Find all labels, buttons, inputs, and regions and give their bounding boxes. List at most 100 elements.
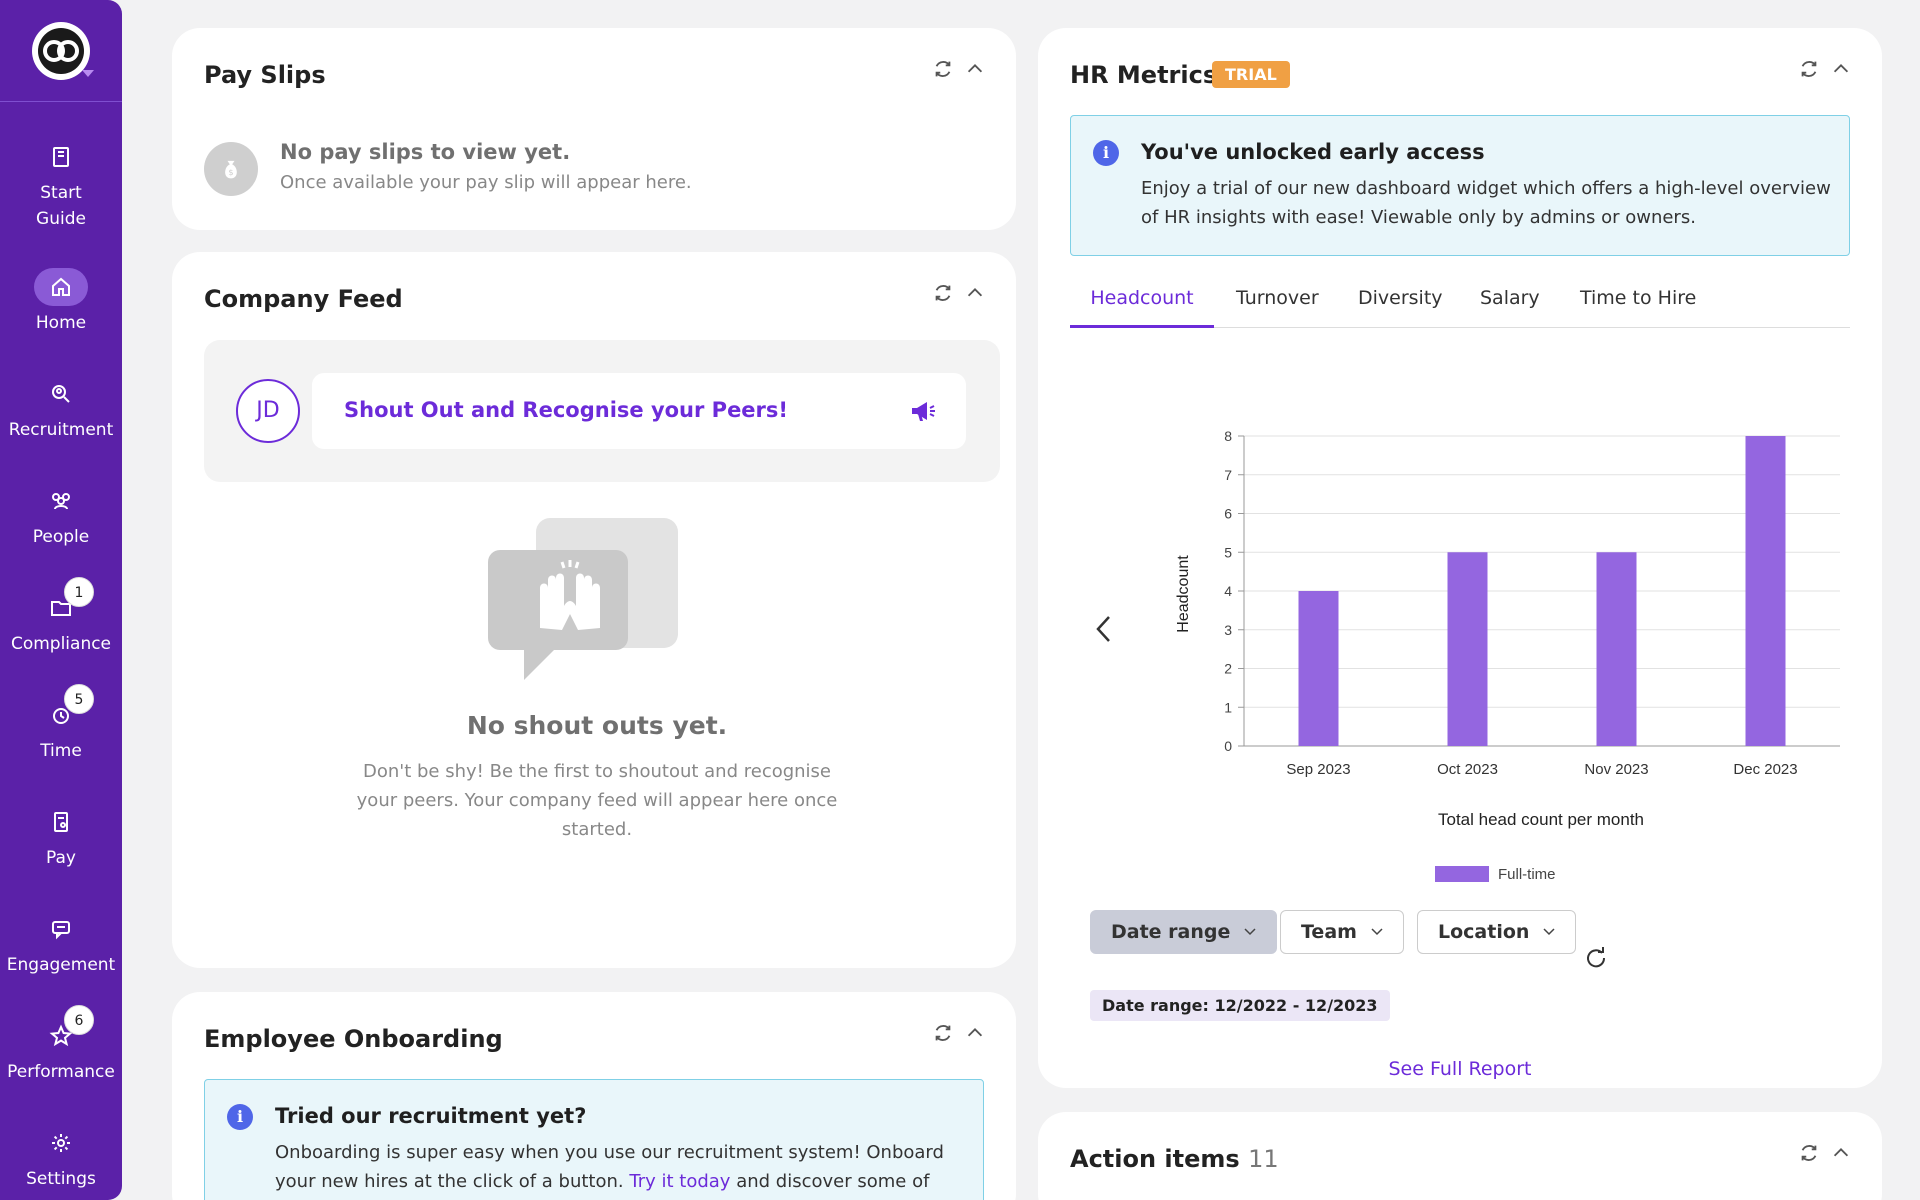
legend-swatch <box>1435 866 1489 882</box>
sidebar-item-label: Start <box>40 183 82 203</box>
empty-state-description: Don't be shy! Be the first to shoutout a… <box>356 761 838 840</box>
filter-label: Location <box>1438 921 1530 943</box>
empty-state-subtitle: Once available your pay slip will appear… <box>280 172 692 193</box>
tab-turnover[interactable]: Turnover <box>1236 287 1319 309</box>
x-axis-label: Total head count per month <box>1438 810 1644 829</box>
x-tick-label: Dec 2023 <box>1733 761 1797 778</box>
action-items-title: Action items <box>1070 1145 1240 1173</box>
chevron-down-icon <box>1244 928 1256 936</box>
chevron-left-icon[interactable] <box>1092 614 1116 644</box>
see-full-report-link[interactable]: See Full Report <box>1388 1058 1532 1080</box>
collapse-icon[interactable] <box>964 282 986 304</box>
filter-label: Date range <box>1111 921 1231 943</box>
refresh-icon[interactable] <box>932 282 954 304</box>
document-icon <box>34 803 88 841</box>
collapse-icon[interactable] <box>964 1022 986 1044</box>
y-tick-label: 5 <box>1224 544 1232 560</box>
empty-state-title: No shout outs yet. <box>466 711 728 740</box>
collapse-icon[interactable] <box>1830 58 1852 80</box>
sidebar-item-start-guide[interactable]: Start Guide <box>0 138 122 232</box>
action-items-count: 11 <box>1248 1145 1279 1173</box>
notification-badge: 5 <box>64 684 94 714</box>
recruitment-info-banner: i Tried our recruitment yet? Onboarding … <box>204 1079 984 1200</box>
card-title: Company Feed <box>204 285 403 313</box>
company-logo[interactable] <box>32 21 90 80</box>
chat-icon <box>34 910 88 948</box>
refresh-icon[interactable] <box>932 1022 954 1044</box>
info-icon: i <box>227 1104 253 1130</box>
refresh-icon[interactable] <box>1798 58 1820 80</box>
folder-icon: 1 <box>34 577 94 627</box>
refresh-icon[interactable] <box>1798 1142 1820 1164</box>
date-range-filter[interactable]: Date range <box>1090 910 1278 954</box>
sidebar-item-settings[interactable]: Settings <box>0 1124 122 1192</box>
book-icon <box>34 138 88 176</box>
y-axis-label: Headcount <box>1175 555 1192 633</box>
try-it-today-link[interactable]: Try it today <box>629 1171 731 1192</box>
home-icon <box>34 268 88 306</box>
reset-filters-icon[interactable] <box>1584 946 1608 970</box>
y-axis-ticks: 0 1 2 3 4 5 6 7 8 <box>1224 428 1232 754</box>
info-body-text: Onboarding is super easy when you use ou… <box>275 1142 944 1192</box>
sidebar-item-pay[interactable]: Pay <box>0 803 122 871</box>
sidebar-item-label: Pay <box>46 848 76 868</box>
chevron-down-icon <box>1543 928 1555 936</box>
svg-text:$: $ <box>228 167 233 177</box>
action-items-card: Action items 11 <box>1038 1112 1882 1200</box>
date-range-chip: Date range: 12/2022 - 12/2023 <box>1090 990 1390 1021</box>
hr-metrics-card: HR Metrics TRIAL i You've unlocked early… <box>1038 28 1882 1088</box>
sidebar-item-label: Settings <box>26 1169 96 1189</box>
sidebar-item-label: Recruitment <box>8 420 114 440</box>
sidebar-item-time[interactable]: 5 Time <box>0 684 122 764</box>
info-body-text: and discover some of <box>736 1171 930 1192</box>
collapse-icon[interactable] <box>1830 1142 1852 1164</box>
legend-label: Full-time <box>1498 866 1556 883</box>
speech-bubbles-illustration <box>488 518 678 680</box>
refresh-icon[interactable] <box>932 58 954 80</box>
caret-down-icon[interactable] <box>82 70 94 77</box>
info-body: Enjoy a trial of our new dashboard widge… <box>1141 178 1831 228</box>
x-tick-label: Oct 2023 <box>1437 761 1498 778</box>
metrics-tabs: Headcount Turnover Diversity Salary Time… <box>1070 282 1850 328</box>
sidebar-item-label: People <box>32 527 90 547</box>
search-person-icon <box>34 375 88 413</box>
location-filter[interactable]: Location <box>1417 910 1577 954</box>
team-filter[interactable]: Team <box>1280 910 1404 954</box>
x-tick-label: Sep 2023 <box>1286 761 1350 778</box>
gear-icon <box>34 1124 88 1162</box>
sidebar-item-label: Engagement <box>6 955 116 975</box>
sidebar-item-label: Home <box>35 313 87 333</box>
notification-badge: 1 <box>64 577 94 607</box>
sidebar-item-engagement[interactable]: Engagement <box>0 910 122 978</box>
info-title: Tried our recruitment yet? <box>275 1104 587 1128</box>
info-body: Onboarding is super easy when you use ou… <box>275 1138 965 1196</box>
card-title: Employee Onboarding <box>204 1025 503 1053</box>
y-tick-label: 8 <box>1224 428 1232 444</box>
collapse-icon[interactable] <box>964 58 986 80</box>
logo-area[interactable] <box>0 0 122 102</box>
sidebar-item-home[interactable]: Home <box>0 268 122 336</box>
sidebar-item-label: Compliance <box>10 634 112 654</box>
tab-diversity[interactable]: Diversity <box>1358 287 1443 309</box>
bar <box>1745 436 1786 746</box>
y-tick-label: 1 <box>1224 699 1232 715</box>
company-feed-card: Company Feed JD Shout Out and Recognise … <box>172 252 1016 968</box>
tab-headcount[interactable]: Headcount <box>1070 282 1214 328</box>
sidebar-item-performance[interactable]: 6 Performance <box>0 1005 122 1085</box>
tab-time-to-hire[interactable]: Time to Hire <box>1580 287 1697 309</box>
sidebar-item-compliance[interactable]: 1 Compliance <box>0 577 122 657</box>
shout-out-label: Shout Out and Recognise your Peers! <box>344 398 788 422</box>
card-title: Pay Slips <box>204 61 326 89</box>
y-tick-label: 6 <box>1224 506 1232 522</box>
sidebar-item-recruitment[interactable]: Recruitment <box>0 375 122 443</box>
trial-badge: TRIAL <box>1212 61 1290 88</box>
employee-onboarding-card: Employee Onboarding i Tried our recruitm… <box>172 992 1016 1200</box>
y-tick-label: 0 <box>1224 738 1232 754</box>
tab-salary[interactable]: Salary <box>1480 287 1540 309</box>
chevron-down-icon <box>1371 928 1383 936</box>
sidebar-item-people[interactable]: People <box>0 482 122 550</box>
empty-state-title: No pay slips to view yet. <box>280 140 571 164</box>
x-tick-label: Nov 2023 <box>1584 761 1648 778</box>
bar <box>1447 552 1488 746</box>
shout-out-button[interactable]: Shout Out and Recognise your Peers! <box>312 373 966 449</box>
